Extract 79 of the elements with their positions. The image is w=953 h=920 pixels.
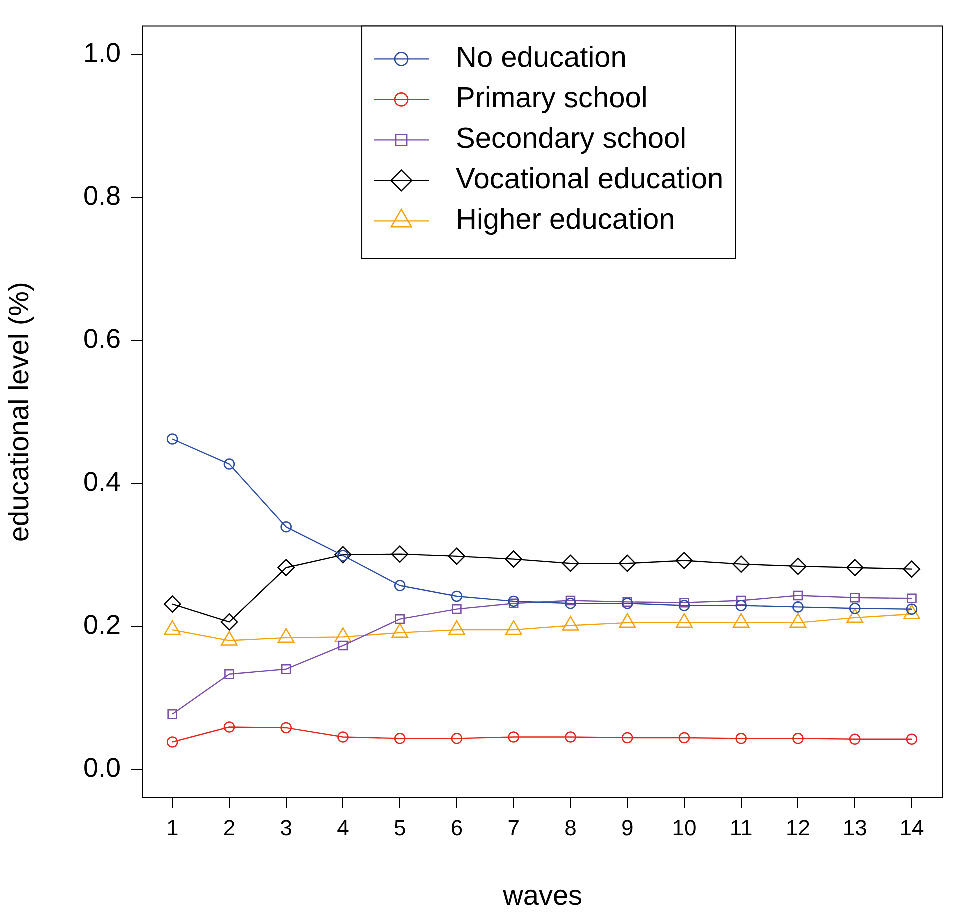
legend-label: Primary school (456, 82, 648, 115)
point (281, 664, 292, 674)
point (278, 559, 295, 577)
point (622, 732, 634, 744)
point (678, 600, 690, 612)
point (793, 590, 804, 601)
point (680, 598, 690, 608)
x-tick-label: 1 (166, 815, 179, 840)
point (224, 669, 234, 680)
x-tick-label: 2 (223, 815, 236, 840)
legend-label: Vocational education (456, 164, 724, 196)
x-tick-label: 8 (564, 815, 577, 840)
point (394, 580, 406, 592)
point (394, 733, 406, 744)
x-tick-label: 3 (280, 815, 292, 840)
point (732, 556, 750, 573)
legend-label: Higher education (456, 204, 676, 236)
point (736, 733, 748, 744)
point (849, 602, 861, 614)
point (792, 733, 804, 744)
legend-label: Secondary school (456, 123, 687, 156)
point (220, 614, 238, 631)
x-tick-label: 5 (394, 815, 406, 840)
point (678, 732, 690, 744)
point (164, 596, 182, 613)
point (168, 709, 178, 720)
y-tick-label: 0.6 (83, 324, 121, 354)
point (676, 552, 694, 570)
point (166, 736, 178, 748)
point (395, 614, 405, 624)
y-axis-title: educational level (%) (4, 282, 35, 542)
x-tick-label: 11 (730, 815, 753, 840)
x-tick-label: 12 (786, 815, 810, 840)
point (338, 640, 348, 651)
point (448, 548, 466, 566)
point (736, 596, 746, 606)
y-tick-label: 1.0 (83, 38, 121, 68)
x-tick-label: 14 (900, 815, 924, 840)
point (907, 594, 917, 604)
point (903, 560, 921, 578)
point (566, 596, 576, 606)
point (280, 722, 292, 734)
point (280, 522, 292, 533)
point (334, 546, 352, 564)
point (224, 458, 236, 470)
point (391, 546, 409, 563)
x-tick-label: 6 (450, 815, 464, 840)
point (451, 590, 463, 602)
point (792, 602, 804, 613)
point (451, 733, 463, 744)
point (736, 600, 748, 612)
y-tick-label: 0.4 (83, 467, 121, 498)
point (508, 596, 520, 608)
point (906, 734, 918, 746)
point (338, 732, 349, 743)
point (850, 593, 860, 603)
point (562, 554, 580, 572)
y-tick-label: 0.0 (83, 752, 121, 783)
y-tick-label: 0.2 (83, 610, 121, 640)
point (565, 598, 576, 610)
point (166, 434, 178, 445)
point (849, 734, 861, 746)
x-axis-title: waves (502, 880, 583, 911)
point (508, 598, 519, 609)
point (790, 558, 807, 576)
point (846, 559, 864, 577)
legend-label: No education (456, 42, 627, 74)
y-tick-label: 0.8 (83, 181, 121, 212)
x-tick-label: 13 (842, 815, 868, 840)
point (508, 732, 520, 743)
point (452, 604, 462, 614)
point (224, 722, 236, 733)
x-tick-label: 10 (672, 815, 697, 840)
x-tick-label: 4 (337, 815, 350, 840)
point (565, 732, 576, 743)
point (618, 554, 636, 572)
x-tick-label: 9 (621, 815, 634, 840)
point (505, 550, 522, 568)
x-tick-label: 7 (508, 815, 520, 840)
